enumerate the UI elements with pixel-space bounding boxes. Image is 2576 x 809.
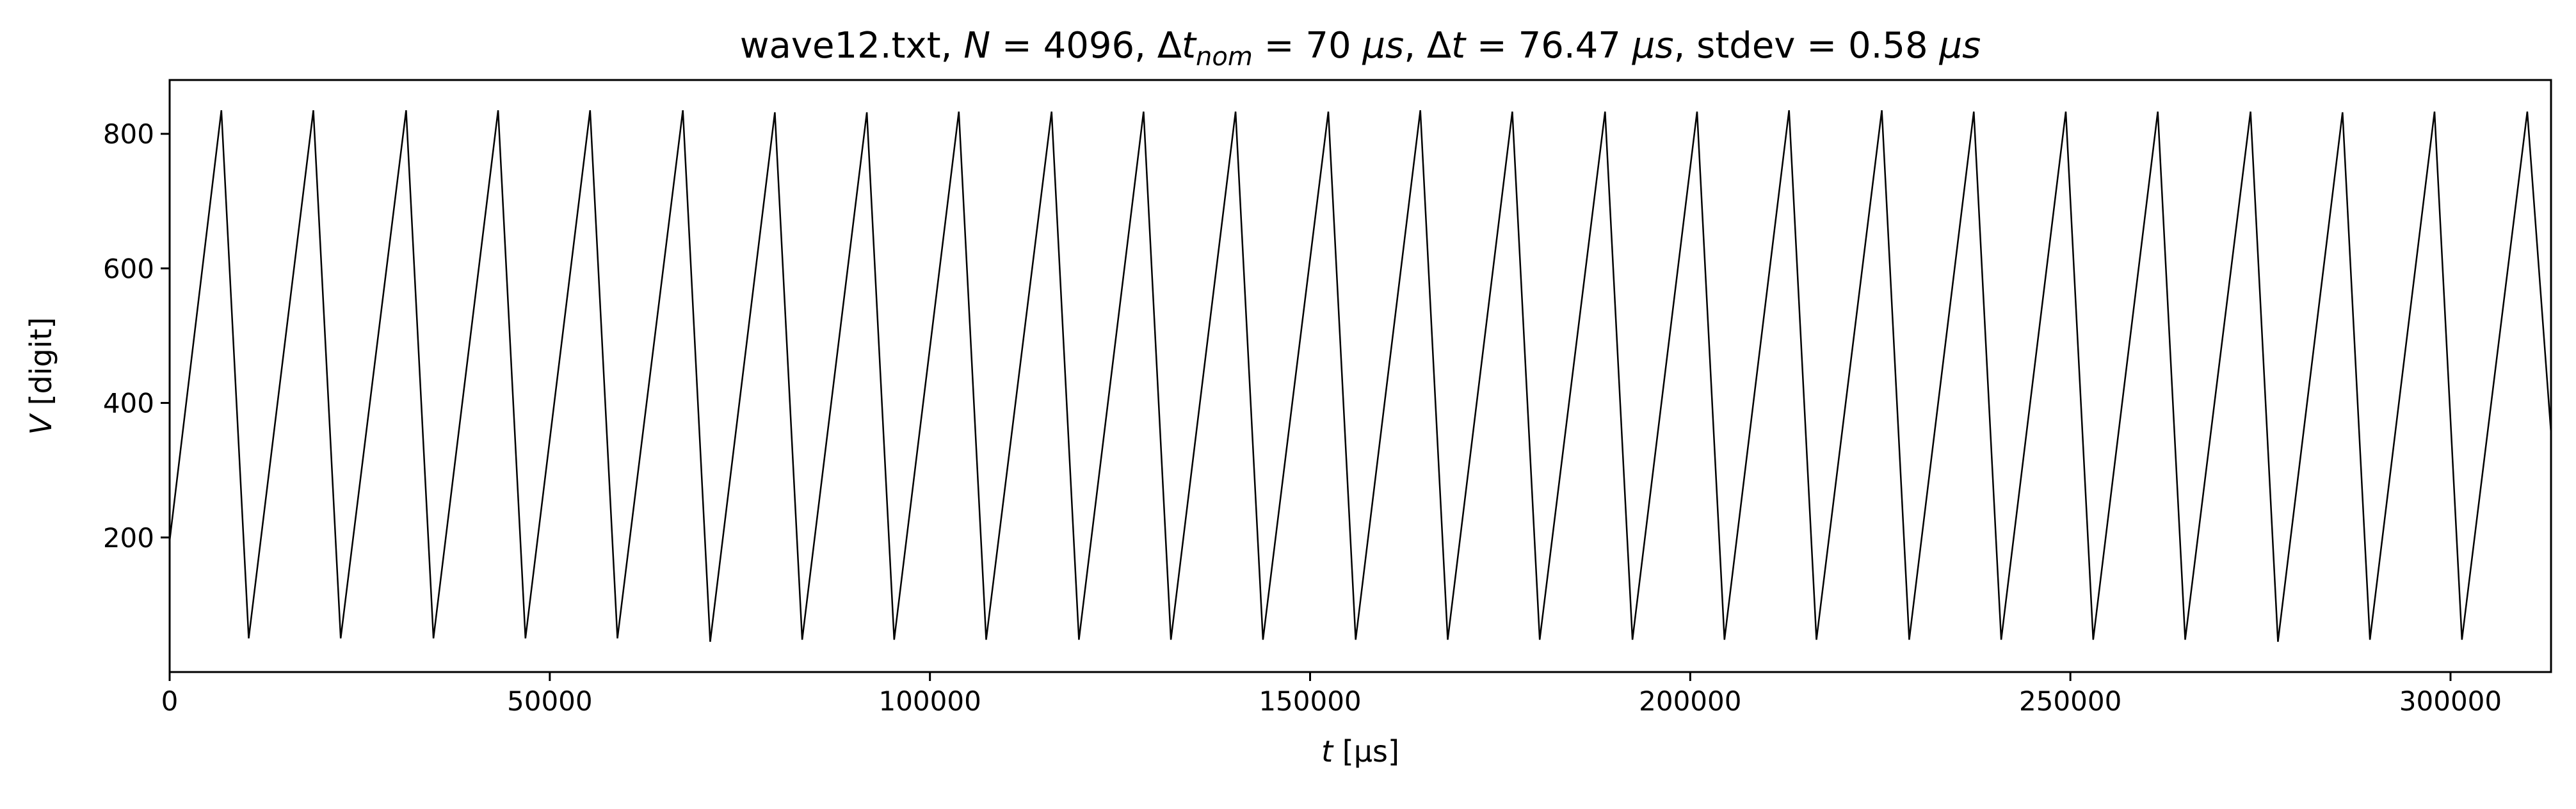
title-dtnom-sub: nom bbox=[1196, 42, 1253, 72]
plot-area bbox=[168, 110, 2552, 642]
title-dt-unit: μs bbox=[1632, 25, 1674, 67]
series-line-0 bbox=[168, 110, 2552, 642]
y-axis-label: V [digit] bbox=[24, 317, 58, 435]
chart-title: wave12.txt, N = 4096, Δtnom = 70 μs, Δt … bbox=[740, 25, 1981, 72]
x-tick-label: 250000 bbox=[2019, 685, 2121, 717]
x-tick-label: 200000 bbox=[1639, 685, 1741, 717]
x-axis-label-unit: [μs] bbox=[1333, 734, 1399, 769]
y-axis-label-unit: [digit] bbox=[24, 317, 58, 415]
title-n-value: = 4096, bbox=[990, 25, 1157, 67]
title-dtnom-value: = 70 bbox=[1253, 25, 1363, 67]
y-tick-label: 200 bbox=[103, 522, 154, 554]
x-axis-ticks: 0 50000 100000 150000 200000 250000 300000 bbox=[161, 672, 2502, 717]
title-dtnom-var: t bbox=[1182, 25, 1197, 67]
x-axis-label: t [μs] bbox=[1321, 734, 1399, 769]
x-tick-label: 300000 bbox=[2399, 685, 2502, 717]
x-tick-label: 0 bbox=[161, 685, 179, 717]
title-n-var: N bbox=[963, 25, 990, 67]
x-tick-label: 50000 bbox=[507, 685, 593, 717]
title-dt-value: = 76.47 bbox=[1465, 25, 1632, 67]
title-dtnom-unit: μs bbox=[1362, 25, 1404, 67]
title-dtnom-delta: Δ bbox=[1157, 25, 1182, 67]
title-dt-delta: Δ bbox=[1427, 25, 1451, 67]
y-axis-label-var: V bbox=[24, 412, 58, 435]
x-tick-label: 150000 bbox=[1259, 685, 1361, 717]
title-sep: , bbox=[1404, 25, 1427, 67]
y-axis-ticks: 200 400 600 800 bbox=[103, 118, 170, 554]
plot-frame bbox=[168, 79, 2552, 673]
x-axis-label-var: t bbox=[1321, 734, 1334, 769]
title-stdev-text: , stdev = 0.58 bbox=[1674, 25, 1940, 67]
title-dt-var: t bbox=[1451, 25, 1467, 67]
y-tick-label: 600 bbox=[103, 253, 154, 284]
y-tick-label: 800 bbox=[103, 118, 154, 150]
x-tick-label: 100000 bbox=[878, 685, 981, 717]
title-stdev-unit: μs bbox=[1938, 25, 1981, 67]
y-tick-label: 400 bbox=[103, 388, 154, 419]
title-file: wave12.txt, bbox=[740, 25, 963, 67]
